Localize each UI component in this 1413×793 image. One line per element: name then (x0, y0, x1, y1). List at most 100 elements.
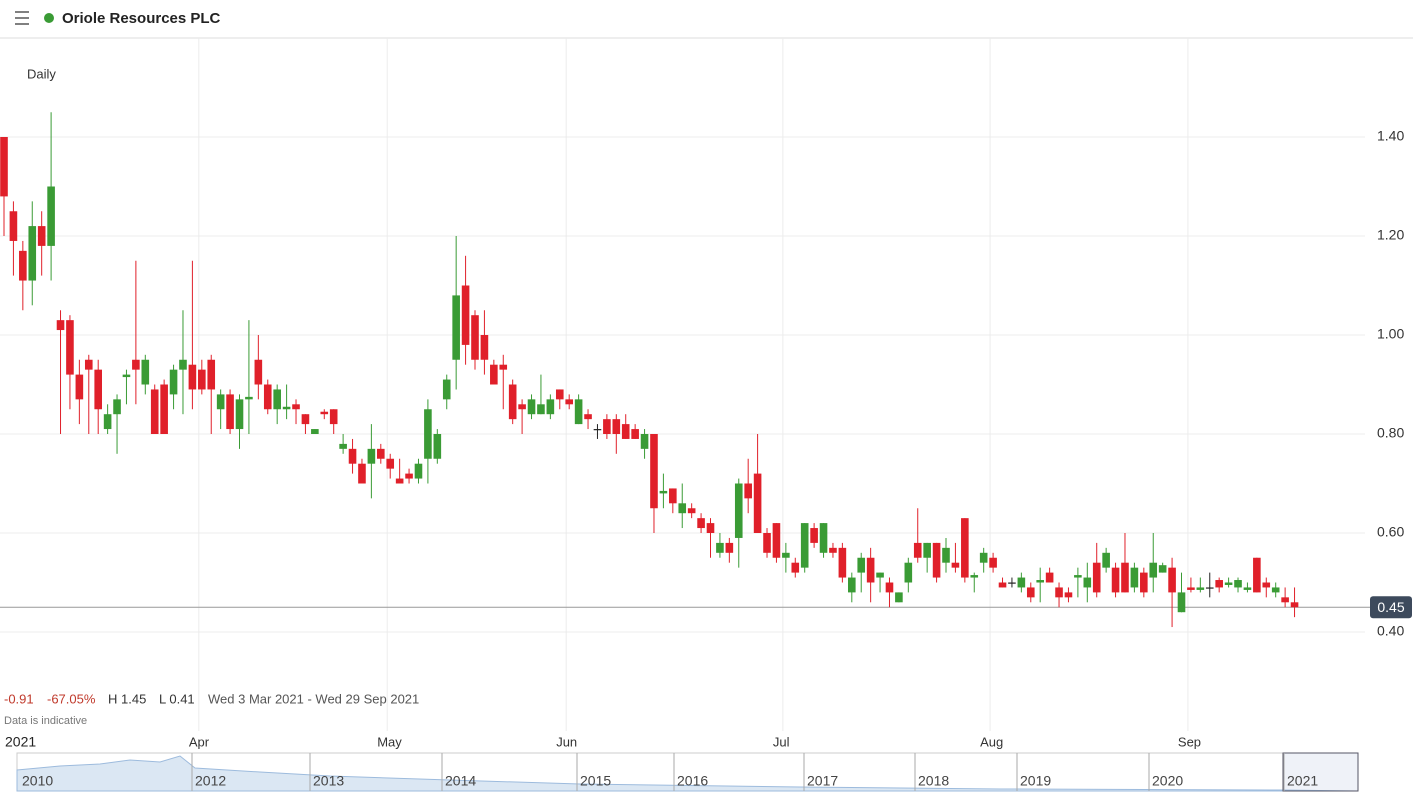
navigator-year: 2017 (807, 773, 838, 789)
candle-body (508, 384, 517, 420)
candle-body (1168, 567, 1176, 593)
candle-body (0, 137, 8, 197)
navigator-year: 2019 (1020, 773, 1051, 789)
candle-body (386, 458, 395, 469)
candle-body (1187, 587, 1195, 590)
candle-body (527, 399, 536, 415)
candle-body (56, 320, 65, 331)
navigator-window[interactable] (1282, 752, 1359, 792)
candle-body (1243, 587, 1252, 590)
candle-body (640, 434, 649, 449)
y-tick-label: 1.00 (1377, 326, 1404, 342)
candle-body (263, 384, 272, 410)
candle-body (179, 359, 187, 370)
candle-body (84, 359, 93, 370)
candle-body (650, 434, 658, 509)
candle-body (923, 542, 931, 558)
navigator-year: 2015 (580, 773, 611, 789)
candle-body (678, 503, 687, 514)
candle-body (471, 315, 479, 360)
candle-body (1215, 580, 1223, 588)
candle-body (1064, 592, 1073, 598)
candle-body (1111, 567, 1120, 593)
candle-body (1017, 577, 1026, 588)
navigator-year: 2021 (1287, 773, 1318, 789)
candle-body (857, 557, 866, 573)
candle-body (1055, 587, 1063, 598)
candle-body (895, 592, 903, 603)
candle-body (961, 518, 969, 578)
candle-body (405, 473, 413, 479)
x-tick-label: Jun (556, 734, 577, 749)
y-tick-label: 0.80 (1377, 425, 1404, 441)
candle-body (716, 542, 724, 553)
x-tick-label: Sep (1178, 734, 1201, 749)
candle-body (998, 582, 1007, 588)
candle-body (1026, 587, 1035, 598)
candle-body (631, 429, 639, 439)
candle-body (94, 369, 102, 410)
candle-body (1158, 565, 1167, 573)
candle-body (979, 552, 988, 563)
candle-body (687, 508, 696, 514)
candle-body (1102, 552, 1110, 568)
candle-body (329, 409, 338, 425)
candle-body (819, 523, 828, 553)
candle-body (442, 379, 451, 400)
candle-body (593, 429, 602, 431)
candle-body (603, 419, 611, 434)
x-tick-label: Apr (189, 734, 210, 749)
candle-body (19, 250, 27, 281)
candle-body (226, 394, 234, 430)
x-tick-label: May (377, 734, 402, 749)
navigator-year: 2016 (677, 773, 708, 789)
change-pct: -67.05% (47, 691, 96, 706)
candle-body (235, 399, 244, 430)
candle-body (395, 478, 404, 484)
candle-body (942, 547, 950, 563)
candle-body (282, 406, 291, 410)
candle-body (311, 429, 319, 434)
last-price-badge (1370, 596, 1412, 619)
candle-body (1281, 597, 1289, 603)
candle-body (75, 374, 84, 400)
candle-body (320, 411, 329, 415)
candle-body (1130, 567, 1139, 588)
candle-body (885, 582, 894, 593)
candle-body (367, 448, 376, 464)
x-tick-label: Jul (773, 734, 790, 749)
navigator-area (16, 755, 1359, 792)
candle-body (1149, 562, 1158, 578)
y-tick-label: 1.40 (1377, 128, 1404, 144)
candle-body (47, 186, 55, 246)
candle-body (866, 557, 875, 583)
menu-icon[interactable] (15, 11, 29, 25)
candle-body (1140, 572, 1148, 593)
candle-body (245, 396, 253, 400)
candle-body (348, 448, 357, 464)
candle-body (452, 295, 460, 360)
candle-body (838, 547, 847, 578)
candle-body (301, 414, 310, 425)
candle-body (1224, 582, 1233, 585)
candle-body (169, 369, 178, 395)
header-bar (0, 0, 1413, 38)
x-tick-label: 2021 (5, 734, 36, 750)
candle-body (1092, 562, 1101, 593)
candle-body (970, 575, 979, 578)
candle-body (292, 404, 300, 410)
candle-body (612, 419, 621, 434)
candle-body (574, 399, 583, 425)
candle-body (198, 369, 206, 390)
candle-body (1262, 582, 1271, 588)
y-tick-label: 1.20 (1377, 227, 1404, 243)
candle-body (829, 547, 837, 553)
candle-body (480, 335, 489, 360)
candle-body (461, 285, 470, 345)
candle-body (913, 542, 922, 558)
high-label: H 1.45 (108, 691, 146, 706)
candle-body (1083, 577, 1092, 588)
candle-body (414, 463, 423, 479)
candle-body (28, 226, 37, 281)
